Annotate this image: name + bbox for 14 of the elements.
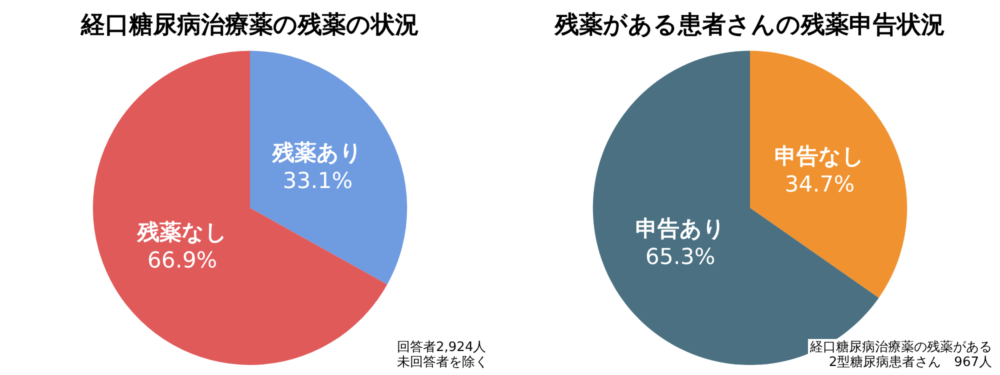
chart-title: 経口糖尿病治療薬の残薬の状況: [80, 10, 419, 39]
slice-label: 申告あり: [635, 216, 726, 242]
data-label: 65.3%: [645, 244, 716, 270]
text: 経口糖尿病治療薬の残薬がある: [810, 340, 992, 355]
data-label: 66.9%: [147, 248, 218, 274]
chart-title: 残薬がある患者さんの残薬申告状況: [554, 10, 945, 39]
data-label: 34.7%: [784, 172, 855, 198]
slice-label: 申告なし: [774, 144, 865, 170]
slice-label: 残薬なし: [136, 220, 228, 246]
data-label: 33.1%: [282, 168, 353, 194]
slice-label: 残薬あり: [272, 140, 363, 166]
text: 2型糖尿病患者さん 967人: [828, 355, 992, 370]
text: 未回答者を除く: [397, 355, 488, 370]
text: 回答者2,924人: [397, 340, 488, 355]
